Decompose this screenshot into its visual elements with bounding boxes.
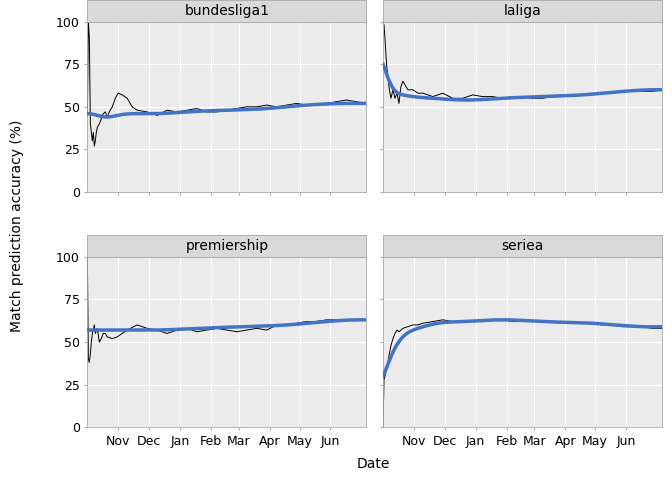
Text: Match prediction accuracy (%): Match prediction accuracy (%)	[10, 120, 24, 332]
Text: laliga: laliga	[503, 4, 542, 18]
Text: premiership: premiership	[185, 239, 268, 253]
Text: Date: Date	[356, 457, 390, 471]
Text: seriea: seriea	[501, 239, 544, 253]
Text: bundesliga1: bundesliga1	[184, 4, 269, 18]
